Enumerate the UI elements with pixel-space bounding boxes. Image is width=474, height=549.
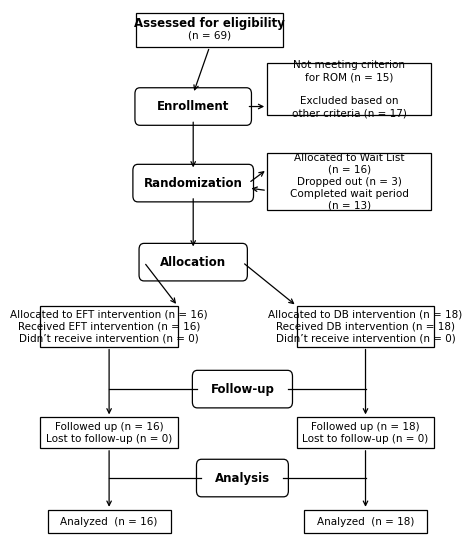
- Text: Analysis: Analysis: [215, 472, 270, 485]
- FancyBboxPatch shape: [192, 371, 292, 408]
- Text: Received EFT intervention (n = 16): Received EFT intervention (n = 16): [18, 321, 201, 332]
- Text: (n = 16): (n = 16): [328, 165, 371, 175]
- FancyBboxPatch shape: [133, 164, 254, 202]
- Text: Assessed for eligibility: Assessed for eligibility: [134, 18, 285, 30]
- FancyBboxPatch shape: [297, 306, 434, 346]
- Text: Enrollment: Enrollment: [157, 100, 229, 113]
- Text: Excluded based on: Excluded based on: [300, 96, 398, 107]
- Text: Analyzed  (n = 18): Analyzed (n = 18): [317, 517, 414, 526]
- FancyBboxPatch shape: [267, 153, 431, 210]
- Text: Lost to follow-up (n = 0): Lost to follow-up (n = 0): [302, 434, 428, 444]
- Text: Dropped out (n = 3): Dropped out (n = 3): [297, 177, 401, 187]
- FancyBboxPatch shape: [139, 243, 247, 281]
- FancyBboxPatch shape: [304, 509, 427, 534]
- FancyBboxPatch shape: [47, 509, 171, 534]
- Text: Lost to follow-up (n = 0): Lost to follow-up (n = 0): [46, 434, 172, 444]
- Text: Allocation: Allocation: [160, 256, 226, 268]
- FancyBboxPatch shape: [40, 306, 178, 346]
- Text: Allocated to EFT intervention (n = 16): Allocated to EFT intervention (n = 16): [10, 309, 208, 320]
- FancyBboxPatch shape: [135, 88, 252, 125]
- Text: other criteria (n = 17): other criteria (n = 17): [292, 108, 407, 119]
- Text: Allocated to DB intervention (n = 18): Allocated to DB intervention (n = 18): [268, 309, 463, 320]
- Text: Allocated to Wait List: Allocated to Wait List: [294, 153, 404, 163]
- FancyBboxPatch shape: [40, 417, 178, 448]
- Text: (n = 13): (n = 13): [328, 201, 371, 211]
- Text: Analyzed  (n = 16): Analyzed (n = 16): [60, 517, 158, 526]
- FancyBboxPatch shape: [297, 417, 434, 448]
- Text: Followed up (n = 18): Followed up (n = 18): [311, 422, 420, 432]
- Text: Follow-up: Follow-up: [210, 383, 274, 396]
- Text: (n = 69): (n = 69): [188, 31, 231, 41]
- Text: Didn’t receive intervention (n = 0): Didn’t receive intervention (n = 0): [276, 333, 456, 344]
- Text: Followed up (n = 16): Followed up (n = 16): [55, 422, 164, 432]
- FancyBboxPatch shape: [136, 13, 283, 47]
- Text: Not meeting criterion: Not meeting criterion: [293, 60, 405, 70]
- FancyBboxPatch shape: [267, 63, 431, 115]
- FancyBboxPatch shape: [197, 460, 288, 497]
- Text: Completed wait period: Completed wait period: [290, 189, 409, 199]
- Text: for ROM (n = 15): for ROM (n = 15): [305, 72, 393, 82]
- Text: Randomization: Randomization: [144, 177, 243, 189]
- Text: Received DB intervention (n = 18): Received DB intervention (n = 18): [276, 321, 455, 332]
- Text: Didn’t receive intervention (n = 0): Didn’t receive intervention (n = 0): [19, 333, 199, 344]
